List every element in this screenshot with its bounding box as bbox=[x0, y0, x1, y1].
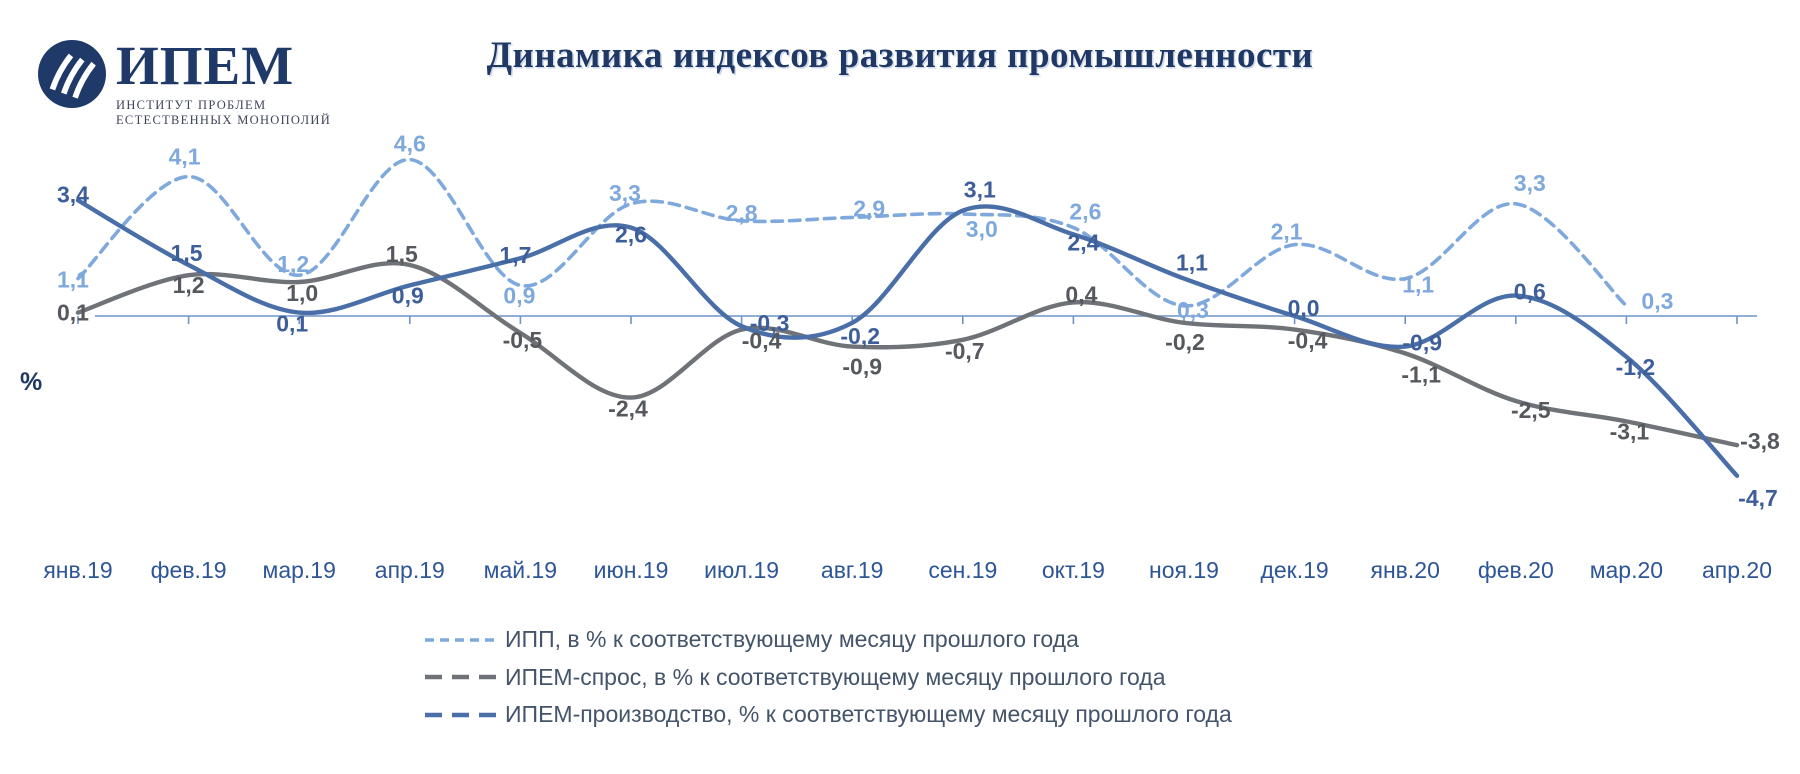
data-label: 0,6 bbox=[1514, 279, 1546, 305]
data-label: 0,3 bbox=[1177, 297, 1209, 323]
ipem-logo: ИПЕМ ИНСТИТУТ ПРОБЛЕМ ЕСТЕСТВЕННЫХ МОНОП… bbox=[38, 35, 332, 128]
legend-line-sample-icon bbox=[425, 712, 499, 717]
ipp-line bbox=[76, 157, 1629, 308]
legend-item-ipp: ИПП, в % к соответствующему месяцу прошл… bbox=[424, 621, 1232, 659]
y-axis-unit-label: % bbox=[20, 368, 43, 396]
data-label: 0,3 bbox=[1641, 288, 1673, 314]
data-label: 1,2 bbox=[277, 251, 309, 277]
logo-subtitle-line1: ИНСТИТУТ ПРОБЛЕМ bbox=[116, 98, 267, 113]
data-label: 3,4 bbox=[57, 181, 89, 207]
logo-slash-icon bbox=[61, 57, 85, 95]
data-label: -2,5 bbox=[1511, 397, 1551, 423]
data-label: 0,1 bbox=[57, 300, 89, 326]
legend-item-production: ИПЕМ-производство, % к соответствующему … bbox=[424, 696, 1232, 734]
data-label: 4,6 bbox=[394, 131, 426, 157]
data-label: 0,9 bbox=[503, 282, 535, 308]
chart-legend: ИПП, в % к соответствующему месяцу прошл… bbox=[424, 621, 1232, 734]
data-label: 2,6 bbox=[1069, 199, 1101, 225]
data-label: 2,9 bbox=[853, 195, 885, 221]
x-axis-label: мар.20 bbox=[1590, 557, 1663, 583]
data-label: 0,0 bbox=[1288, 295, 1320, 321]
legend-line-sample-icon bbox=[425, 675, 499, 680]
data-label: 1,5 bbox=[171, 240, 203, 266]
logo-text-block: ИПЕМ ИНСТИТУТ ПРОБЛЕМ ЕСТЕСТВЕННЫХ МОНОП… bbox=[116, 35, 332, 128]
legend-label-demand: ИПЕМ-спрос, в % к соответствующему месяц… bbox=[505, 663, 1166, 690]
data-label: -0,7 bbox=[945, 338, 985, 364]
data-label: 1,1 bbox=[1176, 250, 1208, 276]
legend-dashed-line-sample-icon bbox=[425, 637, 499, 642]
data-label: 0,1 bbox=[276, 311, 308, 337]
production-line bbox=[75, 198, 1740, 478]
logo-subtitle-line2: ЕСТЕСТВЕННЫХ МОНОПОЛИЙ bbox=[116, 113, 332, 127]
x-axis-label: дек.19 bbox=[1260, 557, 1328, 583]
data-label: -4,7 bbox=[1738, 485, 1778, 511]
data-label: 2,6 bbox=[615, 222, 647, 248]
data-label: 1,1 bbox=[1402, 272, 1434, 298]
data-label: -2,4 bbox=[608, 396, 648, 422]
data-label: -0,3 bbox=[750, 310, 790, 336]
data-label: 1,5 bbox=[386, 241, 418, 267]
data-label: 2,8 bbox=[726, 200, 758, 226]
data-label: 3,3 bbox=[609, 180, 641, 206]
data-label: 1,7 bbox=[499, 242, 531, 268]
x-axis-label: янв.20 bbox=[1371, 557, 1440, 583]
data-label: 1,0 bbox=[286, 280, 318, 306]
data-label: 0,4 bbox=[1065, 281, 1097, 307]
x-axis-label: июн.19 bbox=[594, 557, 669, 583]
x-axis-label: янв.19 bbox=[43, 557, 112, 583]
data-label: -0,4 bbox=[1288, 328, 1328, 354]
x-axis-label: май.19 bbox=[484, 557, 557, 583]
data-label: -3,1 bbox=[1610, 418, 1650, 444]
legend-label-production: ИПЕМ-производство, % к соответствующему … bbox=[505, 701, 1232, 728]
demand-line bbox=[75, 261, 1740, 448]
data-label: -0,9 bbox=[842, 354, 882, 380]
logo-slash-icon bbox=[72, 61, 96, 99]
data-label: 1,1 bbox=[57, 267, 89, 293]
x-axis-label: окт.19 bbox=[1042, 557, 1105, 583]
logo-slash-icon bbox=[49, 53, 74, 91]
data-label: 2,1 bbox=[1271, 219, 1303, 245]
data-label: 2,4 bbox=[1067, 229, 1099, 255]
x-axis-label: мар.19 bbox=[263, 557, 336, 583]
x-axis-label: авг.19 bbox=[821, 557, 884, 583]
legend-label-ipp: ИПП, в % к соответствующему месяцу прошл… bbox=[505, 626, 1079, 653]
data-label: 3,0 bbox=[966, 216, 998, 242]
data-label: -0,2 bbox=[1165, 329, 1205, 355]
data-label: 3,3 bbox=[1514, 170, 1546, 196]
x-axis-label: ноя.19 bbox=[1149, 557, 1219, 583]
data-label: -0,2 bbox=[840, 323, 880, 349]
legend-item-demand: ИПЕМ-спрос, в % к соответствующему месяц… bbox=[424, 659, 1232, 697]
data-label: -0,4 bbox=[742, 328, 782, 354]
data-label: 3,1 bbox=[964, 177, 996, 203]
chart-title: Динамика индексов развития промышленност… bbox=[486, 35, 1314, 76]
x-axis-label: апр.20 bbox=[1702, 557, 1772, 583]
x-axis-label: июл.19 bbox=[704, 557, 779, 583]
ipem-logo-icon bbox=[38, 40, 106, 108]
x-axis-label: сен.19 bbox=[928, 557, 997, 583]
x-axis-label: фев.20 bbox=[1478, 557, 1554, 583]
x-axis-label: апр.19 bbox=[375, 557, 445, 583]
x-axis-label: фев.19 bbox=[151, 557, 227, 583]
data-label: 0,9 bbox=[392, 282, 424, 308]
data-label: -1,1 bbox=[1401, 361, 1441, 387]
data-label: 1,2 bbox=[173, 272, 205, 298]
data-label: 4,1 bbox=[169, 144, 201, 170]
logo-name: ИПЕМ bbox=[116, 35, 295, 96]
data-label: -1,2 bbox=[1616, 354, 1656, 380]
data-label: -0,9 bbox=[1402, 330, 1442, 356]
data-label: -0,5 bbox=[503, 327, 543, 353]
data-label: -3,8 bbox=[1740, 428, 1780, 454]
